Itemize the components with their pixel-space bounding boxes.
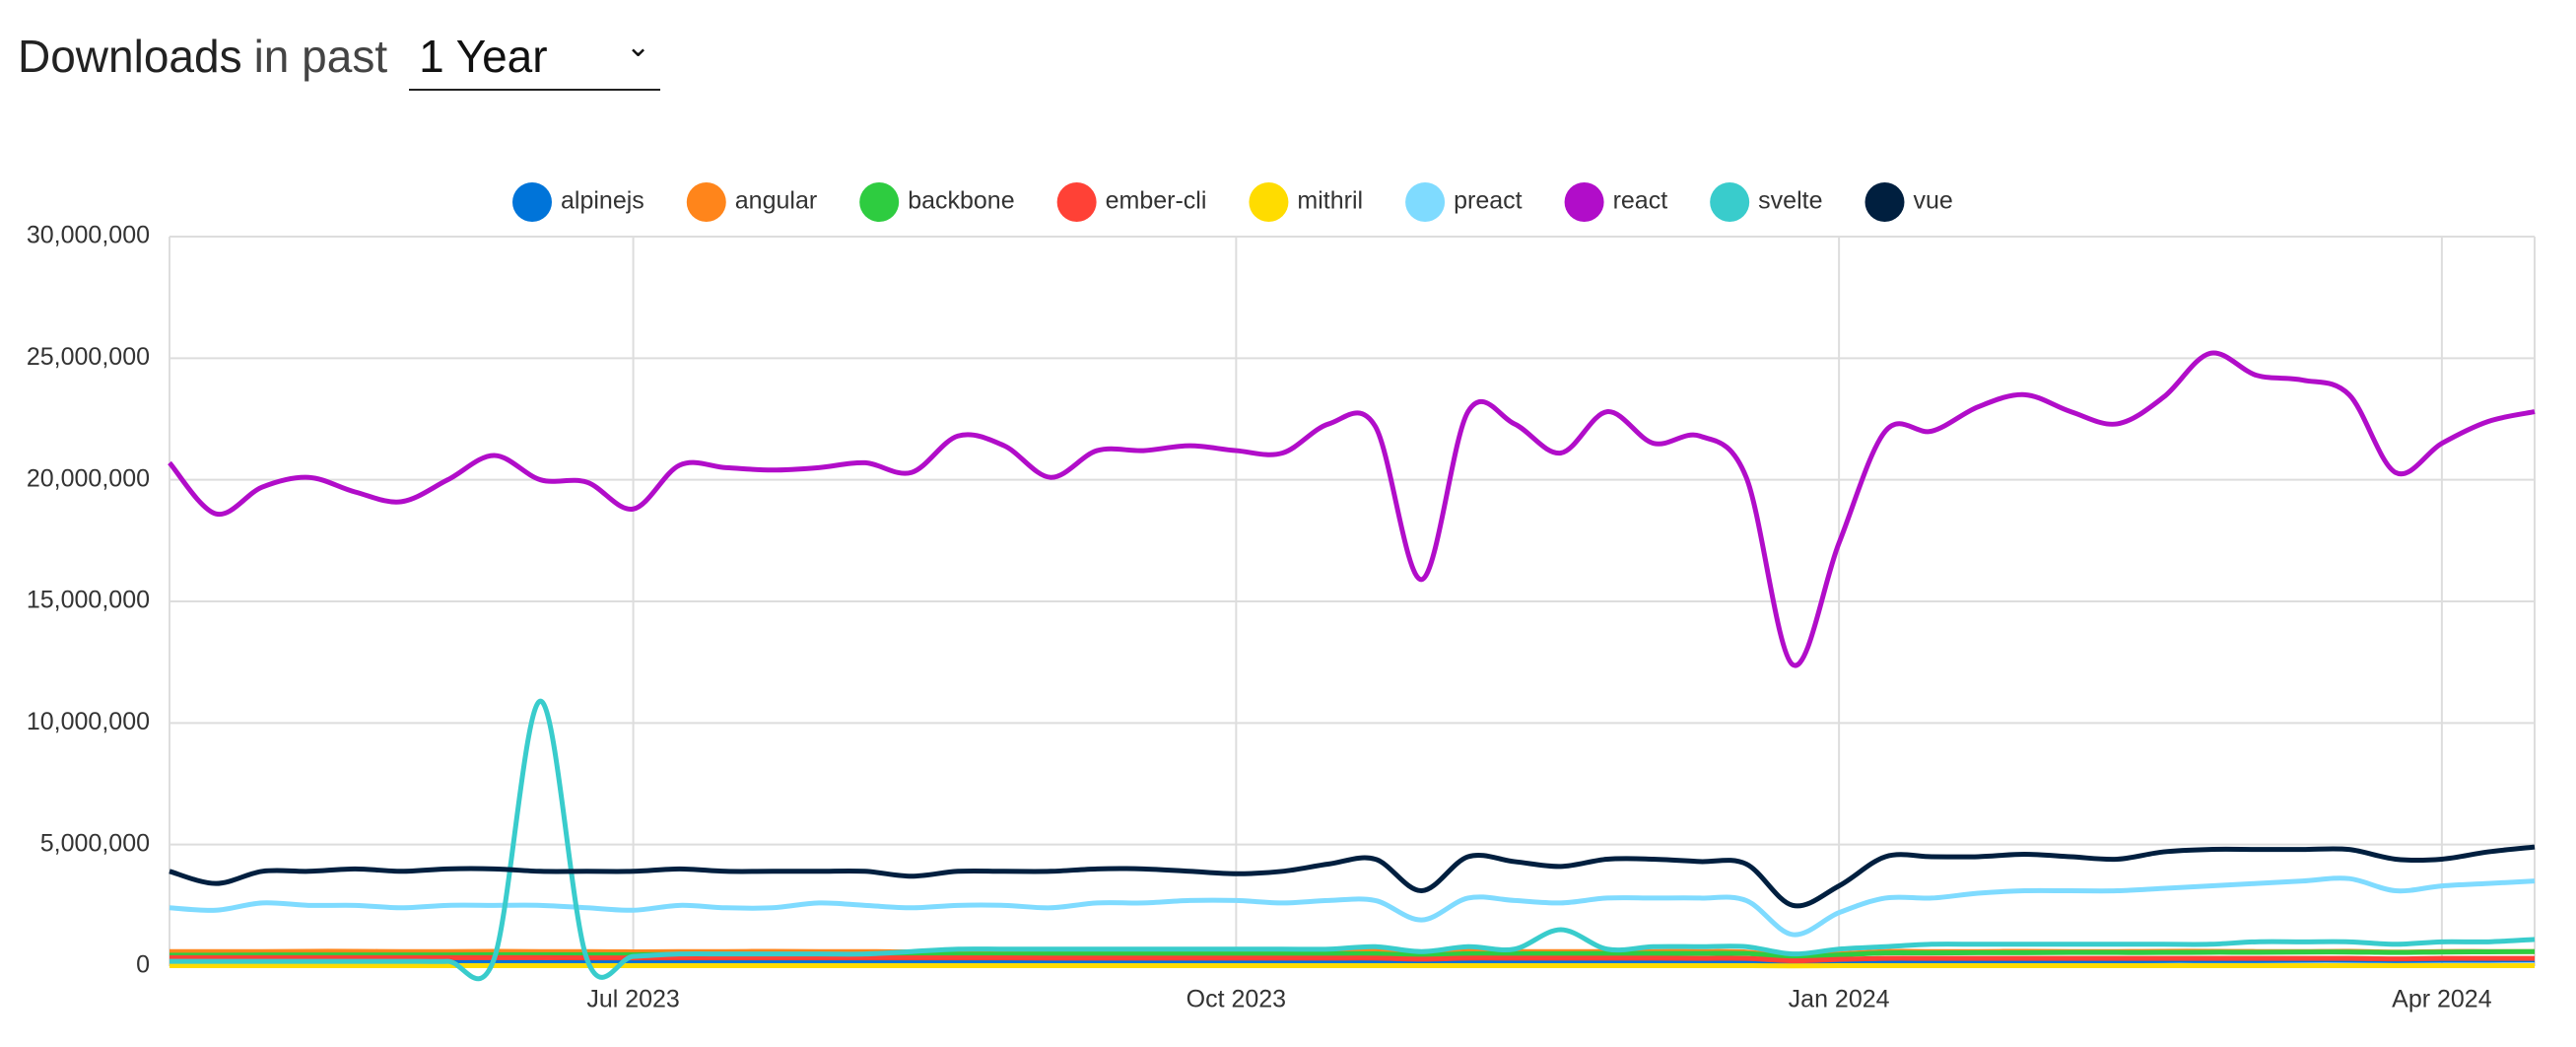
legend-label: mithril — [1297, 187, 1363, 215]
legend-label: vue — [1913, 187, 1952, 215]
x-tick-label: Apr 2024 — [2392, 986, 2492, 1013]
x-tick-label: Jul 2023 — [586, 986, 680, 1013]
legend-label: react — [1613, 187, 1668, 215]
legend-label: preact — [1454, 187, 1523, 215]
subtitle: in past — [253, 31, 388, 82]
series-line — [169, 948, 2536, 960]
chevron: ⌄ — [625, 31, 651, 63]
y-tick-label: 10,000,000 — [27, 708, 150, 735]
legend-swatch — [1710, 182, 1750, 222]
legend-swatch — [1864, 182, 1905, 222]
x-tick-label: Jan 2024 — [1789, 986, 1890, 1013]
y-tick-label: 30,000,000 — [27, 222, 150, 249]
y-tick-label: 20,000,000 — [27, 464, 150, 492]
legend-swatch — [686, 182, 726, 222]
y-tick-label: 25,000,000 — [27, 343, 150, 371]
legend-label: alpinejs — [561, 187, 644, 215]
series-line — [168, 350, 2536, 668]
series-line — [169, 875, 2536, 938]
y-tick-label: 0 — [136, 951, 150, 979]
y-tick-label: 5,000,000 — [40, 829, 150, 857]
period-select[interactable]: 1 Year ⌄ — [409, 30, 661, 91]
x-tick-label: Oct 2023 — [1186, 986, 1286, 1013]
legend-swatch — [859, 182, 900, 222]
legend-swatch — [512, 182, 552, 222]
legend-label: angular — [735, 187, 817, 215]
legend-swatch — [1564, 182, 1604, 222]
series-line — [169, 954, 2535, 964]
legend-label: svelte — [1758, 187, 1822, 215]
series-line — [169, 844, 2536, 909]
legend-label: backbone — [908, 187, 1014, 215]
legend-label: ember-cli — [1106, 187, 1207, 215]
header: Downloads in past 1 Year ⌄ — [18, 30, 661, 91]
series-line — [169, 698, 2536, 982]
legend-swatch — [1249, 182, 1289, 222]
title: Downloads — [18, 31, 242, 82]
legend-swatch — [1056, 182, 1097, 222]
y-tick-label: 15,000,000 — [27, 587, 150, 614]
legend-swatch — [1405, 182, 1446, 222]
select-value: 1 Year — [419, 31, 548, 82]
